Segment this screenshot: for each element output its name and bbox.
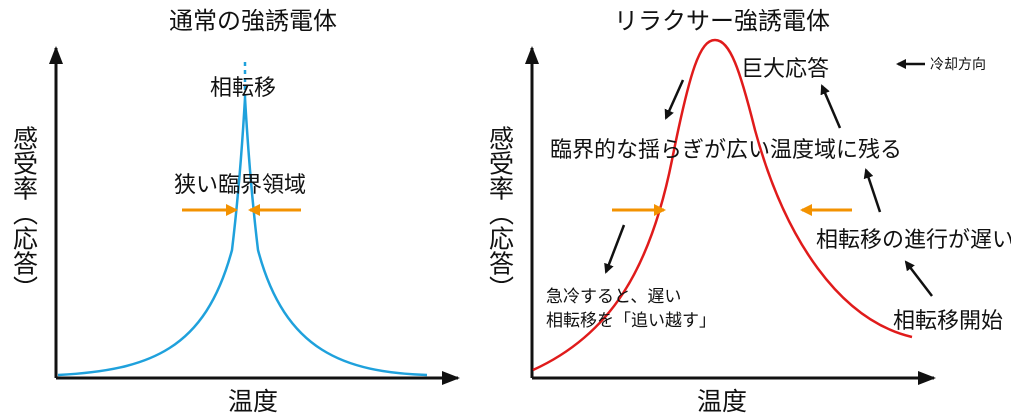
narrow-critical-region-label: 狭い臨界領域 xyxy=(174,173,306,198)
left-panel: 通常の強誘電体 感受率（応答） 温度 相転移 狭い臨界領域 xyxy=(10,7,460,416)
relaxor-susceptibility-curve xyxy=(532,38,913,372)
transition-start-label: 相転移開始 xyxy=(893,309,1003,334)
right-panel: リラクサー強誘電体 感受率（応答） 温度 冷却方向 巨大応答 臨界的な揺らぎが広… xyxy=(486,7,1011,416)
right-x-axis-label: 温度 xyxy=(697,387,747,416)
progress-arrow-start xyxy=(904,260,933,297)
slow-transition-label: 相転移の進行が遅い xyxy=(816,228,1011,253)
progress-arrow-slow xyxy=(863,168,882,213)
wide-fluctuation-label: 臨界的な揺らぎが広い温度域に残る xyxy=(550,138,902,163)
right-panel-title: リラクサー強誘電体 xyxy=(614,7,830,35)
left-x-axis-label: 温度 xyxy=(228,387,278,416)
normal-susceptibility-curve xyxy=(57,97,428,377)
quench-label-line2: 相転移を「追い越す」 xyxy=(546,311,716,331)
giant-response-label: 巨大応答 xyxy=(741,57,829,82)
progress-arrow-peak xyxy=(820,84,842,129)
right-y-axis-label: 感受率（応答） xyxy=(486,126,515,301)
quench-arrow-lower xyxy=(604,224,626,274)
normal-peak-label: 相転移 xyxy=(210,76,276,101)
left-panel-title: 通常の強誘電体 xyxy=(169,7,337,35)
quench-label-line1: 急冷すると、遅い xyxy=(546,287,681,307)
quench-arrow-upper xyxy=(664,79,685,120)
left-y-axis-label: 感受率（応答） xyxy=(10,126,39,301)
cooling-direction-label: 冷却方向 xyxy=(930,57,986,73)
